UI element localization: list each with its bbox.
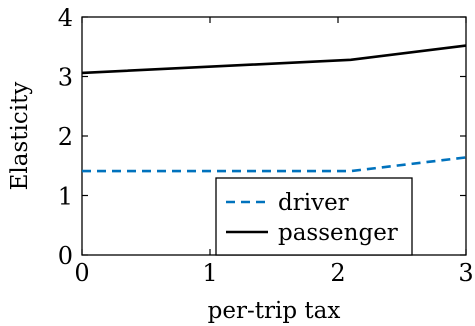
legend: driver passenger xyxy=(215,177,413,256)
y-tick-label: 1 xyxy=(58,183,73,211)
x-tick-label: 3 xyxy=(458,259,473,287)
x-ticks: 0 1 2 3 xyxy=(74,17,474,287)
y-axis-label: Elasticity xyxy=(7,82,33,191)
series-group xyxy=(81,44,467,173)
x-tick-label: 1 xyxy=(202,259,217,287)
y-tick-label: 2 xyxy=(58,123,73,151)
y-tick-label: 4 xyxy=(58,4,73,32)
legend-label-driver: driver xyxy=(278,190,349,216)
x-tick-label: 2 xyxy=(330,259,345,287)
series-line-passenger xyxy=(81,44,467,75)
y-ticks: 0 1 2 3 4 xyxy=(58,4,466,270)
y-tick-label: 3 xyxy=(58,64,73,92)
series-line-driver xyxy=(82,156,467,173)
x-tick-label: 0 xyxy=(74,259,89,287)
x-axis-label: per-trip tax xyxy=(208,298,341,324)
y-tick-label: 0 xyxy=(58,242,73,270)
legend-box xyxy=(215,177,413,256)
legend-label-passenger: passenger xyxy=(278,220,398,246)
